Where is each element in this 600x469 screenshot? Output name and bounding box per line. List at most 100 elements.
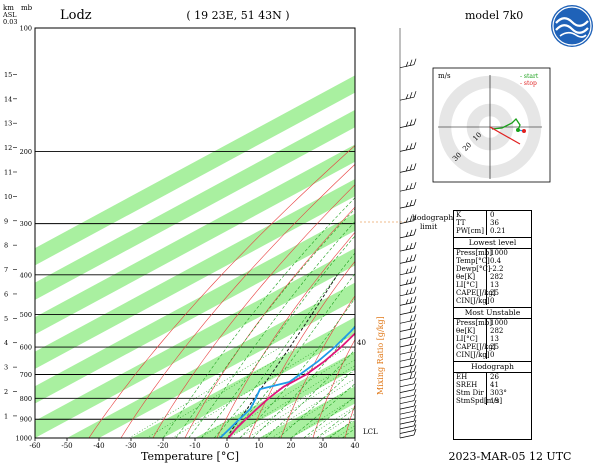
km-tick-label: 8 bbox=[4, 242, 8, 250]
index-row: θe[K]282 bbox=[454, 273, 531, 281]
index-value: 25 bbox=[487, 289, 499, 297]
index-value: 303° bbox=[487, 389, 507, 397]
index-row: PW[cm]0.21 bbox=[454, 227, 531, 235]
x-tick-label: -40 bbox=[93, 442, 104, 450]
index-row: CIN[J/kg]0 bbox=[454, 351, 531, 359]
x-tick-label: -10 bbox=[189, 442, 200, 450]
hodograph-legend-stop: - stop bbox=[520, 80, 537, 87]
index-row: LI[°C]13 bbox=[454, 281, 531, 289]
index-value: 36 bbox=[487, 219, 499, 227]
index-value: 19 bbox=[487, 397, 499, 405]
index-value: 13 bbox=[487, 335, 499, 343]
index-value: 0 bbox=[487, 351, 494, 359]
km-tick-label: 15 bbox=[4, 71, 12, 79]
index-row: θe[K]282 bbox=[454, 327, 531, 335]
x-tick-label: 20 bbox=[287, 442, 296, 450]
pressure-tick-label: 300 bbox=[20, 220, 32, 228]
x-tick-label: -30 bbox=[125, 442, 136, 450]
km-tick-label: 3 bbox=[4, 364, 8, 372]
index-row: CIN[J/kg]0 bbox=[454, 297, 531, 305]
km-tick-label: 14 bbox=[4, 95, 12, 103]
index-value: 0 bbox=[487, 211, 494, 219]
index-value: 13 bbox=[487, 281, 499, 289]
x-tick-label: -50 bbox=[61, 442, 72, 450]
index-key: CAPE[J/kg] bbox=[454, 343, 487, 351]
x-tick-label: 30 bbox=[319, 442, 328, 450]
index-row: StmSpd[m/s]19 bbox=[454, 397, 531, 405]
asl-value: 0.03 bbox=[3, 18, 17, 26]
index-row: Press[mb]1000 bbox=[454, 319, 531, 327]
pressure-tick-label: 500 bbox=[20, 311, 32, 319]
index-key: LI[°C] bbox=[454, 335, 487, 343]
index-key: Temp[°C] bbox=[454, 257, 487, 265]
index-key: Stm Dir bbox=[454, 389, 487, 397]
km-tick-label: 1 bbox=[4, 412, 8, 420]
index-row: LI[°C]13 bbox=[454, 335, 531, 343]
run-date: 2023-MAR-05 12 UTC bbox=[449, 450, 572, 463]
x-axis-label: Temperature [°C] bbox=[141, 450, 239, 463]
pressure-tick-label: 200 bbox=[20, 148, 32, 156]
index-value: -2.2 bbox=[487, 265, 504, 273]
pressure-tick-label: 900 bbox=[20, 416, 32, 424]
km-tick-label: 12 bbox=[4, 144, 12, 152]
km-tick-label: 2 bbox=[4, 388, 8, 396]
x-tick-label: 0 bbox=[225, 442, 229, 450]
index-value: 1000 bbox=[487, 249, 508, 257]
index-key: StmSpd[m/s] bbox=[454, 397, 487, 405]
station-coords: ( 19 23E, 51 43N ) bbox=[186, 9, 289, 22]
pressure-tick-label: 100 bbox=[20, 25, 32, 33]
logo-icon bbox=[551, 5, 593, 47]
hodograph-unit: m/s bbox=[438, 72, 451, 80]
index-key: CIN[J/kg] bbox=[454, 351, 487, 359]
index-section-title: Most Unstable bbox=[454, 307, 531, 319]
km-tick-label: 11 bbox=[4, 168, 12, 176]
index-section-title: Hodograph bbox=[454, 361, 531, 373]
pressure-tick-label: 700 bbox=[20, 371, 32, 379]
index-value: 1000 bbox=[487, 319, 508, 327]
km-tick-label: 6 bbox=[4, 290, 8, 298]
x-tick-label: -20 bbox=[157, 442, 168, 450]
index-key: K bbox=[454, 211, 487, 219]
side-value-40: 40 bbox=[357, 339, 366, 347]
index-row: Press[mb]1000 bbox=[454, 249, 531, 257]
index-key: PW[cm] bbox=[454, 227, 487, 235]
pressure-tick-label: 600 bbox=[20, 344, 32, 352]
mixing-ratio-axis-label: Mixing Ratio [g/kg] bbox=[376, 316, 385, 395]
km-tick-label: 13 bbox=[4, 120, 12, 128]
index-row: Temp[°C]0.4 bbox=[454, 257, 531, 265]
index-row: CAPE[J/kg]25 bbox=[454, 289, 531, 297]
pressure-tick-label: 800 bbox=[20, 395, 32, 403]
km-tick-label: 7 bbox=[4, 266, 8, 274]
index-row: Dewp[°C]-2.2 bbox=[454, 265, 531, 273]
pressure-tick-label: 400 bbox=[20, 271, 32, 279]
model-name: model 7k0 bbox=[465, 9, 523, 22]
hodograph-stop-marker bbox=[522, 129, 526, 133]
index-key: SREH bbox=[454, 381, 487, 389]
index-key: LI[°C] bbox=[454, 281, 487, 289]
index-key: Press[mb] bbox=[454, 249, 487, 257]
mb-label: mb bbox=[21, 4, 33, 12]
index-key: Press[mb] bbox=[454, 319, 487, 327]
index-key: Dewp[°C] bbox=[454, 265, 487, 273]
index-row: CAPE[J/kg]25 bbox=[454, 343, 531, 351]
x-tick-label: 40 bbox=[351, 442, 360, 450]
index-key: TT bbox=[454, 219, 487, 227]
index-section-title: Lowest level bbox=[454, 237, 531, 249]
index-value: 25 bbox=[487, 343, 499, 351]
hodograph-legend-start: - start bbox=[520, 73, 539, 80]
hodograph-start-marker bbox=[516, 128, 520, 132]
station-name: Lodz bbox=[60, 8, 92, 23]
index-key: CIN[J/kg] bbox=[454, 297, 487, 305]
km-tick-label: 5 bbox=[4, 315, 8, 323]
index-value: 282 bbox=[487, 273, 503, 281]
index-key: θe[K] bbox=[454, 273, 487, 281]
x-tick-label: 10 bbox=[255, 442, 264, 450]
km-tick-label: 4 bbox=[4, 339, 8, 347]
index-value: 41 bbox=[487, 381, 499, 389]
